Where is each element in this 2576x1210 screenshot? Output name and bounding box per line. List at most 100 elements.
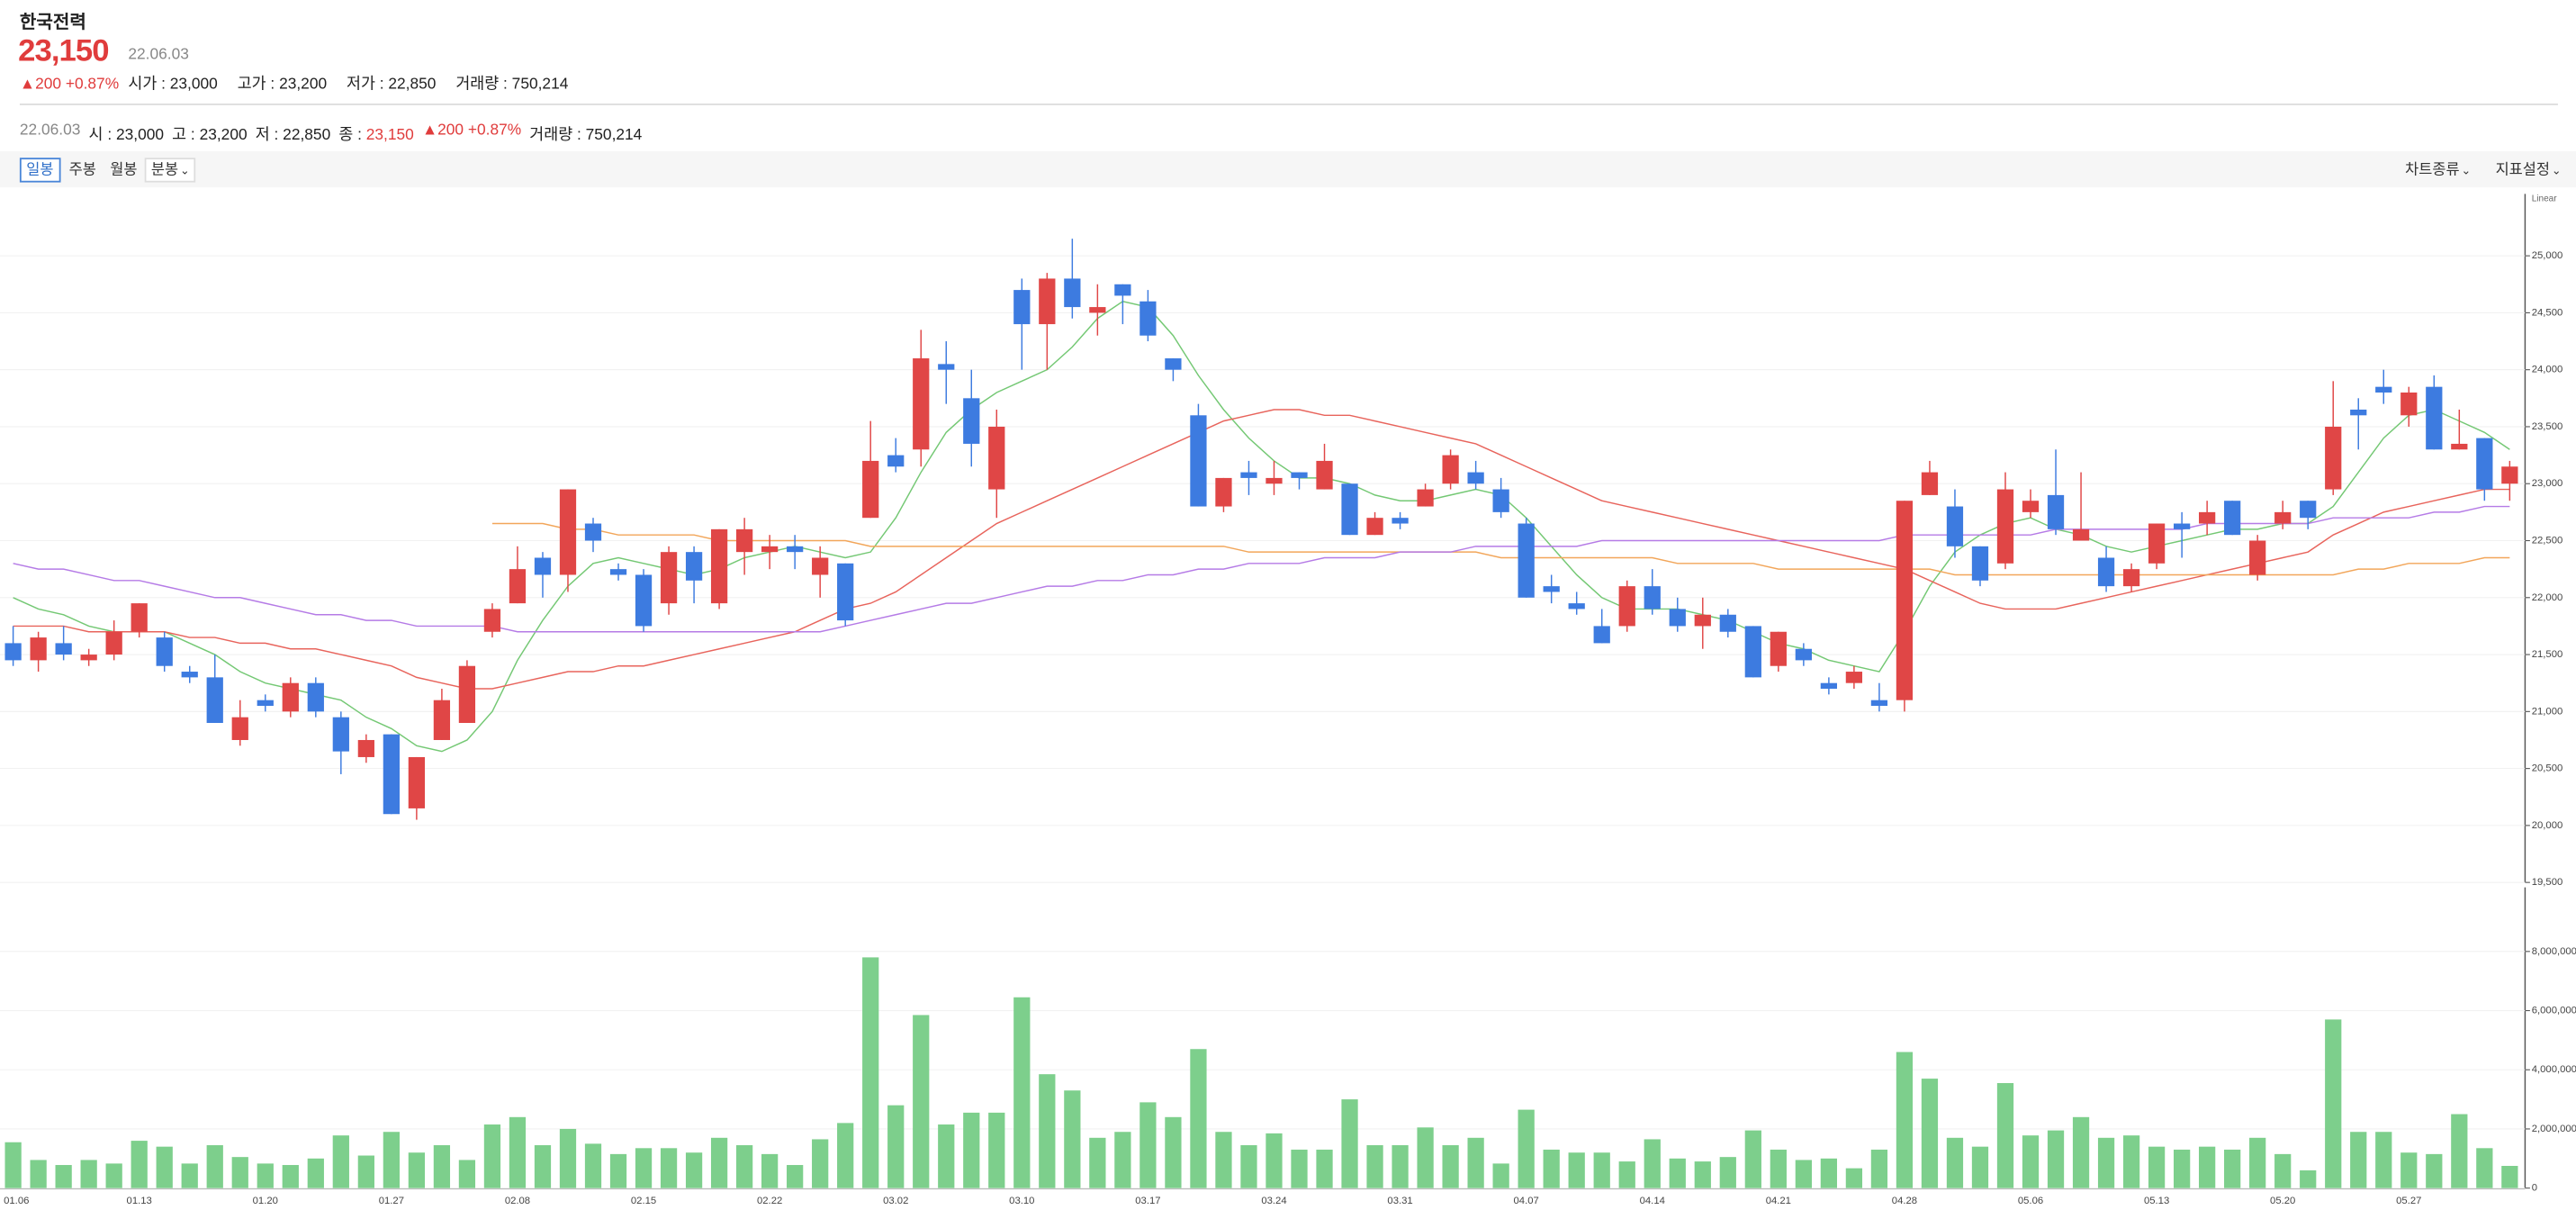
candle-body	[685, 552, 703, 581]
candle-body	[1845, 672, 1863, 683]
summary-item: 종23,150	[338, 122, 413, 145]
candle-body	[887, 455, 905, 467]
summary-value: 23,150	[365, 126, 414, 145]
volume-bar	[2426, 1153, 2443, 1188]
candle-body	[2097, 557, 2115, 587]
candle-body	[1946, 506, 1964, 546]
candle-body	[1719, 614, 1736, 632]
volume-bar	[963, 1112, 980, 1188]
candle-body	[156, 637, 173, 666]
candle-body	[131, 603, 148, 632]
volume-bar	[5, 1142, 22, 1188]
candle-body	[2173, 523, 2191, 529]
candle-body	[862, 460, 879, 519]
volume-bar	[1366, 1145, 1383, 1188]
volume-bar	[534, 1145, 552, 1188]
volume-bar	[2249, 1137, 2266, 1188]
y-tick-label: 8,000,000	[2532, 946, 2576, 957]
volume-bar	[1996, 1083, 2014, 1188]
volume-bar	[2375, 1132, 2392, 1188]
period-button[interactable]: 분봉	[144, 158, 197, 183]
volume-bar	[685, 1152, 703, 1188]
x-tick-label: 01.20	[253, 1196, 278, 1206]
candle-body	[2148, 523, 2166, 564]
volume-bar	[1593, 1152, 1610, 1188]
volume-bar	[787, 1165, 804, 1188]
candle-body	[80, 655, 97, 661]
volume-bar	[1089, 1137, 1106, 1188]
summary-volume: 거래량750,214	[529, 122, 642, 145]
candle-body	[1064, 278, 1081, 308]
volume-bar	[2224, 1149, 2241, 1188]
candle-body	[1795, 648, 1812, 661]
stat: 거래량750,214	[455, 70, 568, 94]
candle-body	[1568, 603, 1585, 610]
candle-body	[1467, 472, 1484, 484]
divider	[19, 103, 2558, 105]
x-tick-label: 05.20	[2270, 1196, 2295, 1206]
volume-bar	[2300, 1169, 2317, 1188]
y-tick-label: 24,500	[2532, 307, 2563, 318]
y-tick-label: 25,000	[2532, 250, 2563, 261]
candle-body	[1593, 626, 1610, 644]
candle-body	[1417, 489, 1434, 507]
x-tick-label: 04.21	[1766, 1196, 1791, 1206]
y-tick-label: 20,500	[2532, 763, 2563, 774]
candle-body	[735, 528, 753, 553]
candle-body	[963, 398, 980, 444]
summary-label: 거래량	[529, 127, 585, 145]
x-tick-label: 03.24	[1261, 1196, 1286, 1206]
x-tick-label: 01.13	[127, 1196, 152, 1206]
volume-bar	[1896, 1052, 1914, 1188]
candle-body	[635, 574, 653, 627]
period-button[interactable]: 월봉	[110, 160, 138, 178]
volume-bar	[2047, 1130, 2065, 1188]
chart-type-button[interactable]: 차트종류	[2399, 158, 2478, 182]
y-tick-label: 21,000	[2532, 706, 2563, 717]
ohlc-summary: 22.06.03 시23,000 고23,200 저22,850 종23,150…	[20, 122, 642, 145]
candle-body	[1114, 284, 1131, 296]
volume-bar	[1795, 1160, 1812, 1188]
candle-body	[2325, 426, 2342, 490]
price-change: ▲200 +0.87%	[19, 75, 120, 95]
candle-body	[938, 364, 955, 370]
candle-body	[307, 682, 324, 712]
y-tick-label: 23,500	[2532, 421, 2563, 432]
summary-item: 저22,850	[256, 122, 330, 145]
toolbar: 일봉 주봉 월봉 분봉 차트종류 지표설정	[0, 150, 2576, 188]
indicator-button[interactable]: 지표설정	[2489, 158, 2568, 182]
volume-bar	[837, 1123, 854, 1188]
stat-label: 저가	[347, 76, 388, 94]
volume-bar	[1543, 1149, 1560, 1188]
candle-body	[812, 557, 829, 575]
candle-body	[1644, 586, 1661, 610]
volume-bar	[357, 1155, 374, 1188]
x-tick-label: 04.07	[1514, 1196, 1539, 1206]
candle-body	[988, 426, 1005, 490]
volume-bar	[635, 1148, 653, 1188]
candle-body	[609, 569, 627, 575]
y-tick-label: 21,500	[2532, 649, 2563, 660]
candle-body	[2476, 438, 2493, 490]
volume-bar	[1744, 1130, 1761, 1188]
x-tick-label: 01.06	[4, 1196, 29, 1206]
candle-body	[2375, 386, 2392, 393]
y-tick-label: 6,000,000	[2532, 1006, 2576, 1016]
candle-body	[837, 563, 854, 621]
period-button[interactable]: 일봉	[19, 158, 60, 183]
volume-bar	[1190, 1049, 1207, 1188]
volume-bar	[483, 1124, 501, 1188]
candle-body	[483, 609, 501, 632]
y-tick-label: 0	[2532, 1183, 2537, 1194]
candle-body	[1366, 518, 1383, 536]
candle-body	[584, 523, 602, 541]
candle-body	[2224, 501, 2241, 536]
volume-bar	[938, 1124, 955, 1188]
candle-body	[534, 557, 552, 575]
volume-bar	[1417, 1127, 1434, 1188]
period-button[interactable]: 주봉	[68, 160, 96, 178]
candle-body	[1820, 682, 1838, 690]
volume-bar	[988, 1112, 1005, 1188]
